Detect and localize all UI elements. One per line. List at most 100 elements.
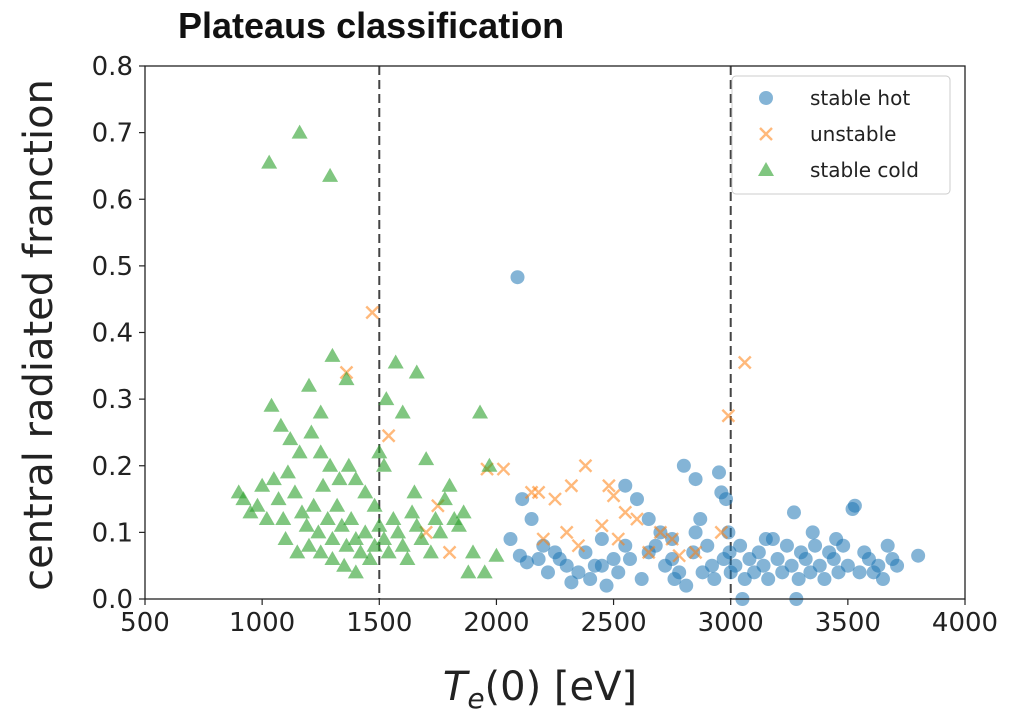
data-point [693,512,708,527]
data-point [310,524,327,539]
data-point [761,572,776,587]
data-point [472,404,489,419]
data-point [324,551,341,566]
data-point [611,565,626,580]
data-point [343,511,360,526]
data-point [564,575,579,590]
data-point [552,552,567,567]
data-point [606,552,621,567]
data-point [361,551,378,566]
data-point [758,532,773,547]
data-point [422,544,439,559]
x-axis-label-rest: (0) [eV] [485,664,638,710]
data-point [784,558,799,573]
data-point [716,552,731,567]
data-point [672,548,687,563]
data-point [289,544,306,559]
data-point [336,557,353,572]
data-point [653,525,668,540]
data-point [301,377,317,392]
data-point [357,484,374,499]
data-point [333,517,350,532]
data-point [826,552,841,567]
data-point [496,462,511,476]
x-tick-label: 2500 [580,608,646,638]
data-point [808,538,823,553]
data-point [721,408,736,423]
data-point [611,532,626,546]
data-point [540,565,555,580]
data-point [322,167,339,182]
data-point [622,552,637,567]
data-point [347,531,364,546]
y-tick-label: 0.3 [92,385,133,415]
data-point [390,524,407,539]
data-point [756,558,771,573]
data-point [305,497,322,512]
data-point [352,544,369,559]
data-point [606,488,621,503]
data-point [319,511,336,526]
data-point [465,544,481,559]
data-point [515,492,530,507]
data-point [258,511,275,526]
data-point [279,464,296,479]
data-point [381,428,396,443]
data-point [688,545,703,560]
data-point [408,364,425,379]
plot-frame [144,65,966,600]
data-point [700,538,715,553]
data-point [618,478,633,493]
data-point [630,492,644,507]
x-tick-label: 3500 [815,608,881,638]
data-point [303,424,320,439]
data-point [263,397,280,412]
data-point [595,518,609,533]
data-point [322,457,339,472]
data-point [394,404,411,419]
data-point [378,391,395,406]
data-point [399,551,416,566]
data-point [291,124,308,139]
data-point [786,505,801,520]
data-point [338,537,355,552]
data-point [688,472,703,487]
data-point [265,471,282,486]
data-point [413,531,430,546]
x-tick-label: 1500 [346,608,412,638]
data-point [571,565,586,580]
data-point [676,458,691,473]
data-point [548,492,562,506]
data-point [686,545,701,560]
data-point [347,471,364,486]
data-point [312,544,329,559]
legend-label: stable cold [810,158,919,182]
data-point [911,548,926,563]
data-point [852,565,867,580]
x-tick-label: 2000 [463,608,529,638]
data-point [329,497,346,512]
data-point [293,504,310,519]
data-point [510,270,525,285]
y-tick-label: 0.5 [92,252,133,282]
y-tick-label: 0.0 [92,585,133,615]
data-point [791,572,806,587]
data-point [531,485,546,500]
data-point [798,552,813,567]
data-point [366,537,383,552]
data-point [375,531,392,546]
data-point [667,572,682,587]
data-point [338,371,355,386]
y-tick-label: 0.4 [92,319,133,349]
data-point [890,558,905,573]
data-point [587,558,602,573]
data-point [481,457,498,472]
data-point [277,531,294,546]
data-point [817,572,832,587]
data-point [503,532,518,547]
x-axis-label: Te(0) [eV] [443,664,637,710]
data-point [270,491,287,506]
x-axis-label-base: T [443,664,471,710]
data-point [408,517,425,532]
data-point [418,451,435,466]
